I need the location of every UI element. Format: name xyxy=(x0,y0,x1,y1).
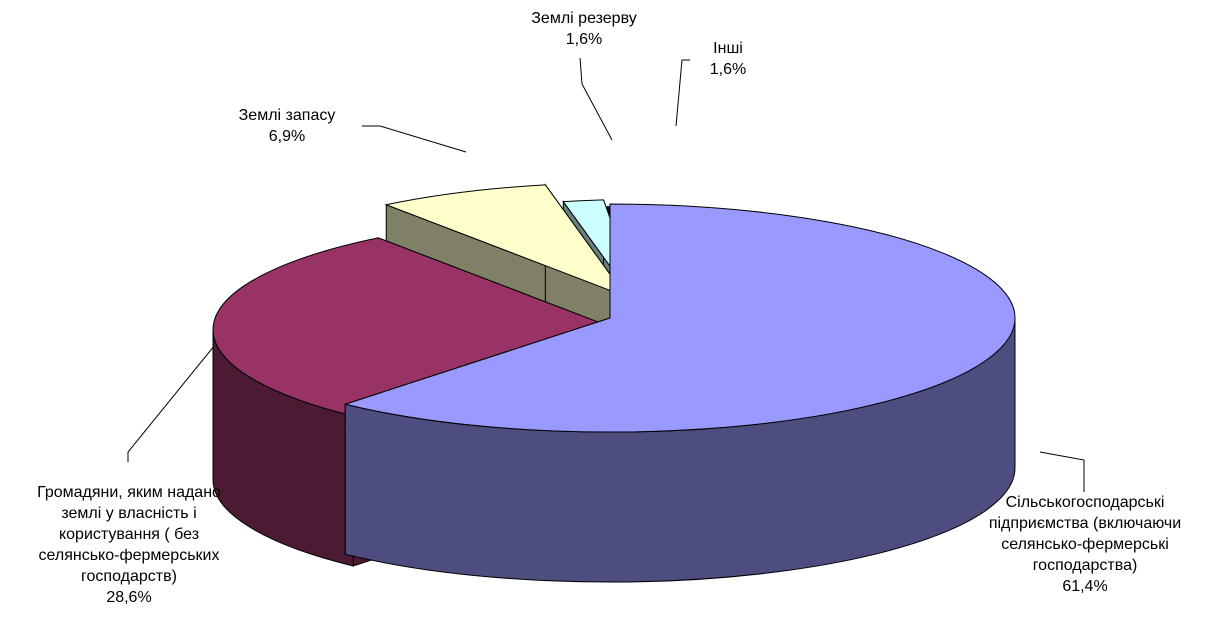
leader-line-reserve xyxy=(579,57,613,141)
slice-name-line: Землі резерву xyxy=(531,10,637,27)
slice-name-line: господарств) xyxy=(81,568,177,585)
slice-agri xyxy=(343,203,1016,583)
slice-label-agri: Сільськогосподарські підприємства (включ… xyxy=(960,492,1210,597)
slice-name-line: селянсько-фермерські xyxy=(1001,536,1169,553)
slice-value: 61,4% xyxy=(1062,578,1108,595)
slice-name-line: селянсько-фермерських xyxy=(38,547,220,564)
slice-name-line: Громадяни, яким надано xyxy=(37,484,221,501)
slice-value: 28,6% xyxy=(106,589,152,606)
slice-name-line: господарства) xyxy=(1032,557,1138,574)
slice-label-stock: Землі запасу 6,9% xyxy=(212,105,362,147)
slice-value: 6,9% xyxy=(268,128,306,145)
pie-slices xyxy=(212,183,1016,583)
slice-name-line: підприємства (включаючи xyxy=(988,515,1182,532)
leader-lines xyxy=(127,57,1085,492)
leader-line-other xyxy=(675,59,690,127)
leader-line-agri xyxy=(1039,451,1085,492)
slice-label-citizens: Громадяни, яким надано землі у власність… xyxy=(0,482,258,608)
leader-line-stock xyxy=(362,125,467,153)
slice-name-line: Сільськогосподарські xyxy=(1005,494,1165,511)
slice-name-line: Інші xyxy=(713,40,743,57)
slice-top-agri xyxy=(343,203,1016,433)
slice-top-citizens xyxy=(212,237,620,417)
leader-line-citizens xyxy=(127,307,246,462)
slice-name-line: Землі запасу xyxy=(238,107,336,124)
slice-top-stock xyxy=(384,184,628,298)
slice-label-other: Інші 1,6% xyxy=(693,38,763,80)
slice-name-line: користування ( без xyxy=(58,526,200,543)
slice-name-line: землі у власність і xyxy=(61,505,197,522)
slice-label-reserve: Землі резерву 1,6% xyxy=(504,8,664,50)
slice-value: 1,6% xyxy=(709,61,747,78)
slice-value: 1,6% xyxy=(565,31,603,48)
